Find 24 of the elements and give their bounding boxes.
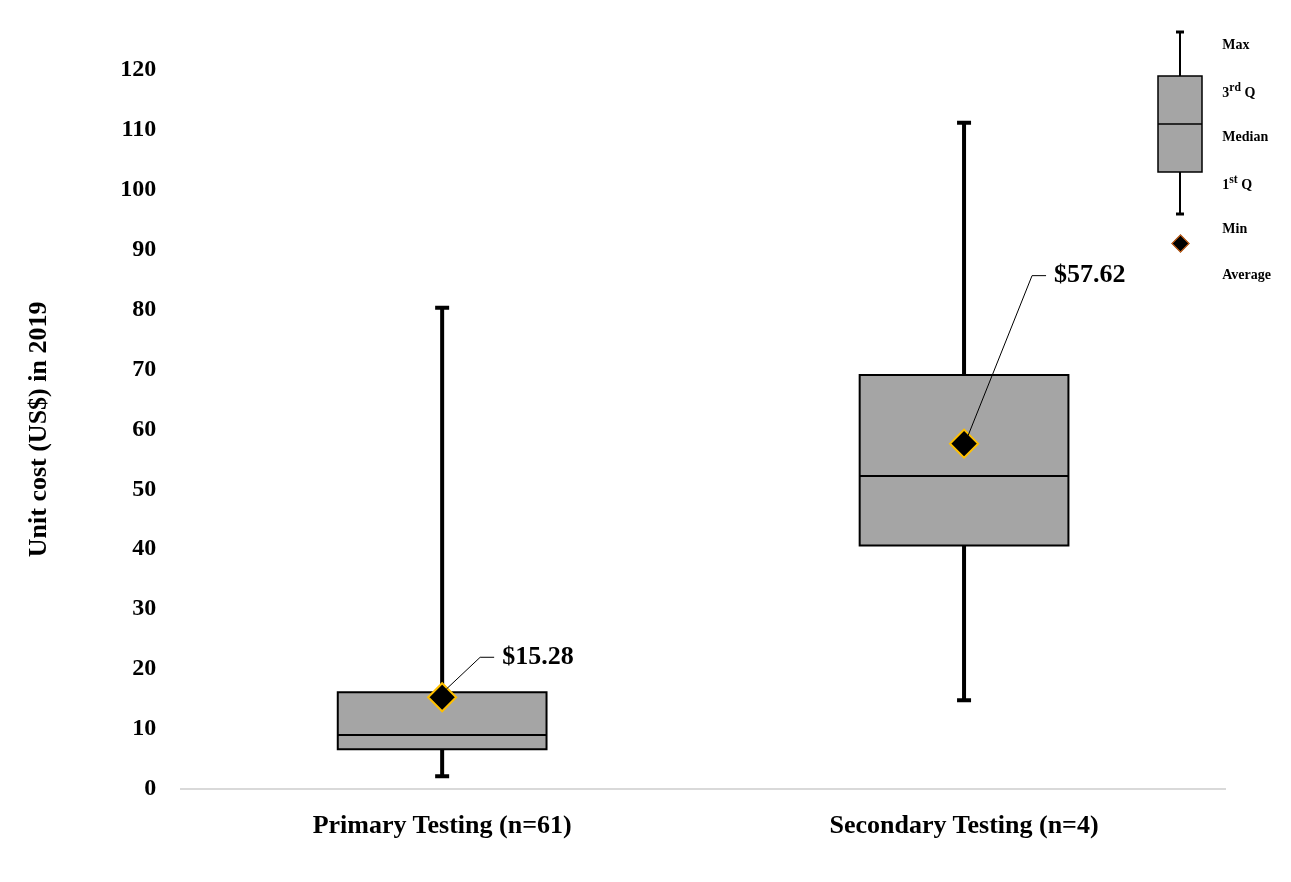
x-tick-label: Secondary Testing (n=4) [829, 810, 1099, 840]
y-axis-title: Unit cost (US$) in 2019 [23, 301, 53, 558]
annotation: Median [1222, 129, 1269, 145]
y-tick-label: 100 [120, 175, 157, 201]
y-tick-label: 60 [132, 414, 157, 441]
text: Max [1222, 37, 1250, 53]
y-tick-label: 50 [132, 474, 157, 501]
y-tick-label: 70 [132, 354, 157, 381]
y-tick-label: 90 [132, 234, 157, 261]
y-tick-label: 40 [132, 534, 157, 561]
y-tick-label: 10 [132, 714, 157, 741]
y-tick-label: 120 [120, 55, 157, 82]
y-tick-label: 20 [132, 654, 157, 681]
text: Average [1222, 266, 1271, 284]
y-tick-label: 110 [121, 115, 157, 142]
annotation: 3$^{rd}$ Q [1222, 81, 1256, 101]
y-tick-label: 30 [132, 594, 157, 621]
annotation: Min [1222, 221, 1248, 237]
annotation: 1$^{st}$ Q [1222, 173, 1253, 193]
data-label: $57.62 [1054, 259, 1126, 289]
data-label: $15.28 [502, 640, 574, 670]
y-tick-label: 0 [144, 774, 157, 800]
y-tick-label: 80 [132, 294, 157, 321]
x-tick-label: Primary Testing (n=61) [312, 810, 572, 840]
